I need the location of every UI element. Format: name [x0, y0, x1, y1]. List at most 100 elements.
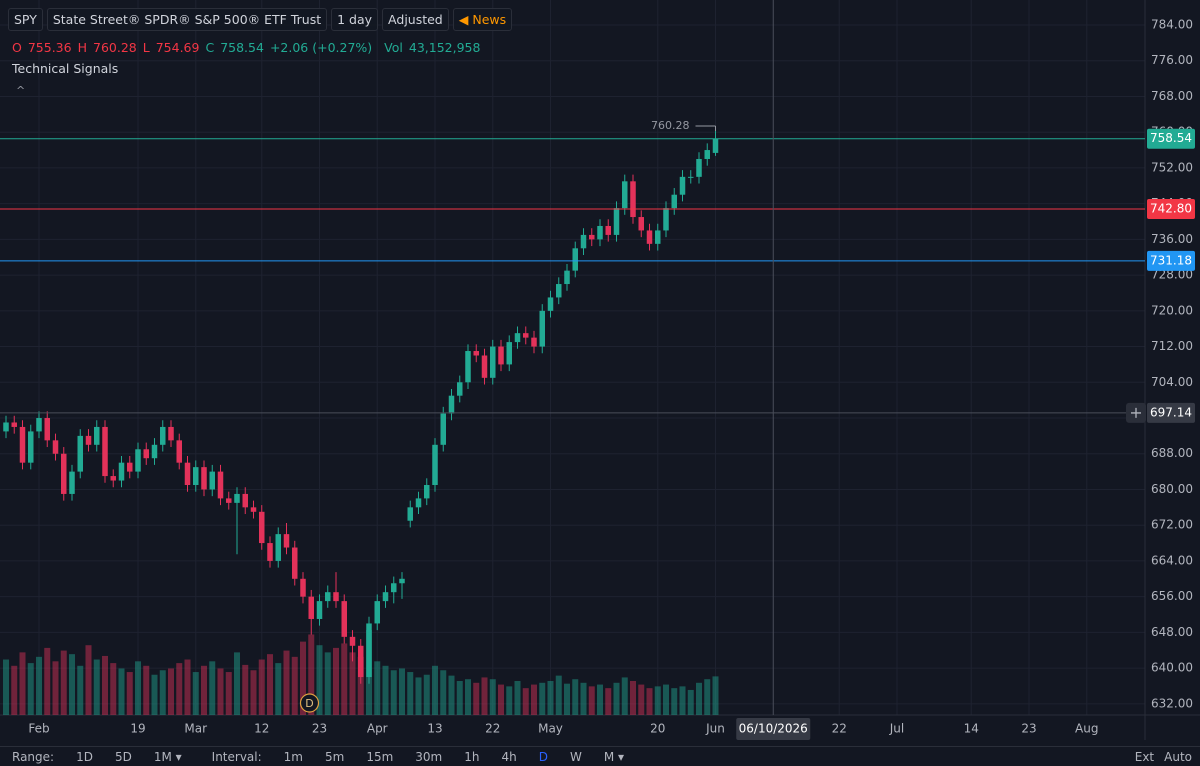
volume-bar [135, 661, 141, 715]
candle-body [366, 623, 372, 678]
x-tick-label: 12 [254, 722, 269, 736]
interval[interactable]: 1 day [331, 8, 379, 31]
candle-body [448, 395, 455, 414]
volume-bar [399, 668, 405, 715]
candle-body [539, 310, 545, 347]
interval-option[interactable]: W [570, 750, 582, 764]
candle-body [11, 422, 17, 427]
interval-option[interactable]: 1h [464, 750, 480, 764]
x-tick-label: 19 [130, 722, 145, 736]
volume-bar [225, 672, 232, 715]
volume-bar [19, 652, 26, 715]
volume-bar [118, 668, 125, 715]
volume-bar [613, 682, 620, 715]
volume-bar [407, 672, 414, 715]
volume-bar [143, 665, 150, 715]
x-tick-label: Aug [1075, 722, 1098, 736]
y-tick-label: 720.00 [1151, 303, 1193, 317]
volume-bar [498, 684, 504, 715]
candle-body [358, 645, 364, 678]
interval-option[interactable]: 1m [283, 750, 303, 764]
range-option[interactable]: 1D [76, 750, 93, 764]
adjustment[interactable]: Adjusted [382, 8, 449, 31]
candle-body [44, 418, 50, 441]
candle-body [94, 426, 100, 445]
candle-body [399, 578, 405, 584]
collapse-button[interactable]: ^ [16, 84, 26, 97]
chart: 632.00 640.00 648.00 656.00 664.00 672.00 680.… [0, 0, 1200, 740]
candle-body [110, 476, 116, 481]
volume-bar [151, 674, 158, 715]
auto-toggle[interactable]: Auto [1164, 750, 1192, 764]
volume-bar [300, 641, 306, 715]
interval-option[interactable]: 5m [324, 750, 345, 764]
volume-bar [465, 679, 471, 715]
y-tick-label: 648.00 [1151, 625, 1193, 639]
candle-body [292, 547, 298, 579]
candle-body [490, 346, 496, 378]
symbol[interactable]: SPY [8, 8, 43, 31]
technical-signals[interactable]: Technical Signals [12, 61, 119, 76]
candle-body [432, 444, 438, 486]
volume-bar [654, 686, 661, 715]
crosshair-price-box [1147, 402, 1195, 423]
volume-bar [605, 688, 612, 715]
interval-option[interactable]: 30m [415, 750, 443, 764]
candle-body [663, 208, 669, 231]
price-label-box [1147, 250, 1195, 271]
volume-bar [621, 677, 628, 715]
event-label: D [305, 697, 313, 710]
candle-body [333, 592, 339, 602]
volume-bar [168, 668, 174, 715]
candle-body [209, 471, 215, 490]
volume-bar [324, 652, 331, 715]
volume-bar [415, 677, 422, 715]
candle-body [201, 467, 207, 490]
x-tick-label: 22 [832, 722, 847, 736]
candle-body [184, 462, 191, 486]
volume-bar [102, 655, 108, 715]
volume-bar [489, 679, 496, 715]
volume-bar [201, 665, 207, 715]
interval-option[interactable]: 15m [366, 750, 394, 764]
volume-bar [564, 683, 570, 715]
volume-bar [704, 679, 711, 715]
volume-bar [481, 677, 488, 715]
candle-body [250, 507, 257, 512]
volume-bar [217, 668, 224, 715]
interval-option[interactable]: D [538, 750, 548, 764]
y-tick-label: 752.00 [1151, 160, 1193, 174]
candle-body [160, 426, 166, 445]
candle-body [85, 435, 92, 445]
volume-bar [423, 674, 430, 715]
range-option[interactable]: 1M ▾ [153, 750, 182, 764]
candle-body [589, 234, 595, 240]
interval-option[interactable]: M ▾ [603, 750, 625, 764]
y-tick-label: 784.00 [1151, 18, 1193, 32]
volume-bar [52, 661, 59, 715]
candle-body [61, 453, 67, 494]
volume-bar [308, 634, 315, 715]
ext-toggle[interactable]: Ext [1134, 750, 1155, 764]
x-tick-label: 14 [964, 722, 979, 736]
candle-body [556, 284, 562, 298]
interval-label: Interval: [211, 750, 262, 764]
candle-body [465, 351, 471, 383]
range-option[interactable]: 5D [114, 750, 132, 764]
volume-bar [267, 654, 273, 715]
candle-body [514, 333, 521, 343]
x-tick-label: Apr [367, 722, 388, 736]
instrument-name[interactable]: State Street® SPDR® S&P 500® ETF Trust [46, 8, 328, 31]
price-label-box [1147, 199, 1195, 220]
y-tick-label: 672.00 [1151, 518, 1193, 532]
price-label-box [1147, 128, 1195, 149]
candle-body [696, 158, 702, 177]
candle-body [283, 534, 290, 548]
volume-bar [275, 663, 282, 715]
candle-body [498, 346, 504, 365]
news[interactable]: ◀ News [452, 8, 513, 31]
volume-bar [349, 652, 356, 715]
volume-bar [126, 672, 133, 715]
interval-option[interactable]: 4h [501, 750, 517, 764]
candle-body [712, 138, 719, 153]
